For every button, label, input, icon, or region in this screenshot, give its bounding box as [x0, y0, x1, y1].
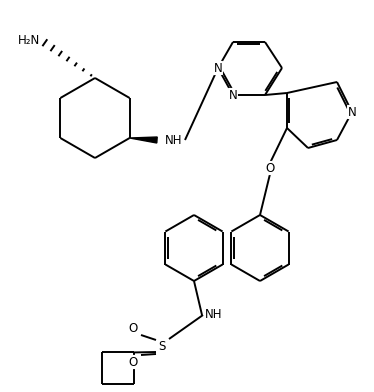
- Text: O: O: [128, 356, 138, 368]
- Text: N: N: [347, 105, 356, 118]
- Text: O: O: [128, 356, 138, 368]
- Text: S: S: [158, 341, 166, 354]
- Text: O: O: [128, 321, 138, 334]
- Text: N: N: [229, 89, 237, 102]
- Polygon shape: [130, 137, 157, 143]
- Text: NH: NH: [205, 309, 223, 321]
- Text: H₂N: H₂N: [18, 33, 40, 47]
- Text: NH: NH: [165, 134, 183, 147]
- Text: O: O: [266, 162, 275, 174]
- Text: N: N: [229, 89, 237, 102]
- Text: O: O: [266, 162, 275, 174]
- Text: N: N: [214, 62, 223, 74]
- Text: S: S: [158, 341, 166, 354]
- Text: N: N: [347, 105, 356, 118]
- Text: N: N: [214, 62, 223, 74]
- Text: O: O: [128, 321, 138, 334]
